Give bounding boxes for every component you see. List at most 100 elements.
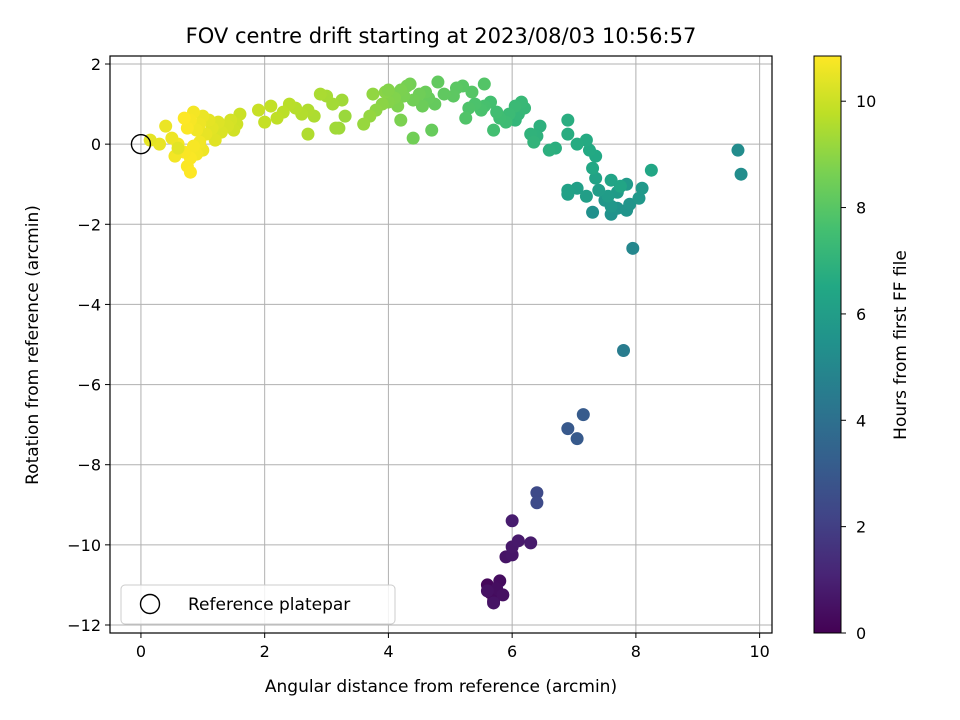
y-tick-label: 0 [91, 135, 101, 154]
data-point [415, 99, 429, 113]
data-point [329, 121, 343, 135]
data-point [480, 584, 494, 598]
data-point [338, 109, 352, 123]
x-tick-label: 8 [631, 642, 641, 661]
colorbar-tick-label: 2 [856, 518, 866, 537]
x-tick-label: 10 [749, 642, 769, 661]
data-point [601, 189, 615, 203]
colorbar-label: Hours from first FF file [891, 250, 911, 440]
data-point [561, 127, 575, 141]
x-tick-label: 6 [507, 642, 517, 661]
data-point [381, 83, 395, 97]
y-tick-label: 2 [91, 55, 101, 74]
data-point [561, 183, 575, 197]
data-point [490, 105, 504, 119]
data-point [431, 75, 445, 89]
x-tick-label: 2 [260, 642, 270, 661]
y-tick-label: −10 [67, 536, 101, 555]
data-point [180, 121, 194, 135]
legend-marker-reference [139, 593, 161, 615]
data-point [366, 87, 380, 101]
data-point [233, 107, 247, 121]
data-point [425, 123, 439, 137]
data-point [459, 111, 473, 125]
colorbar-tick-label: 0 [856, 624, 866, 643]
data-point [505, 514, 519, 528]
data-point [586, 161, 600, 175]
reference-platepar-point [130, 133, 152, 155]
legend-entry-reference: Reference platepar [188, 595, 350, 615]
data-point [437, 87, 451, 101]
data-point [579, 189, 593, 203]
data-point [561, 113, 575, 127]
data-point [177, 111, 191, 125]
data-point [465, 85, 479, 99]
data-point [592, 183, 606, 197]
data-point [183, 165, 197, 179]
y-axis-label: Rotation from reference (arcmin) [23, 205, 43, 485]
x-tick-label: 4 [383, 642, 393, 661]
data-point [487, 123, 501, 137]
data-point [613, 179, 627, 193]
colorbar-gradient [813, 55, 842, 634]
x-axis-label: Angular distance from reference (arcmin) [265, 677, 617, 697]
reference-marker [130, 133, 152, 155]
data-point [530, 496, 544, 510]
data-point [604, 173, 618, 187]
data-point [570, 137, 584, 151]
colorbar-tick-label: 6 [856, 305, 866, 324]
data-point [524, 536, 538, 550]
data-point [251, 103, 265, 117]
data-point [511, 534, 525, 548]
chart-title: FOV centre drift starting at 2023/08/03 … [186, 24, 697, 48]
data-point [604, 199, 618, 213]
y-tick-label: −2 [77, 215, 101, 234]
colorbar-tick-label: 8 [856, 199, 866, 218]
data-point [582, 143, 596, 157]
data-point [586, 205, 600, 219]
data-point [617, 344, 631, 358]
legend: Reference platepar [120, 584, 396, 625]
data-point [159, 119, 173, 133]
colorbar-tick-label: 10 [856, 92, 876, 111]
colorbar-ticks: 0 2 4 6 8 10 [841, 92, 876, 643]
data-point [589, 171, 603, 185]
data-point [635, 181, 649, 195]
legend-box [120, 584, 396, 625]
plot-frame [109, 55, 773, 634]
data-point [530, 486, 544, 500]
data-point [477, 77, 491, 91]
data-point [623, 197, 637, 211]
data-point [264, 99, 278, 113]
y-tick-label: −4 [77, 295, 101, 314]
y-tick-label: −12 [67, 616, 101, 635]
y-tick-label: −6 [77, 376, 101, 395]
y-axis-ticks: 2 0 −2 −4 −6 −8 −10 −12 [67, 55, 110, 635]
data-point [632, 191, 646, 205]
data-point [487, 596, 501, 610]
data-point [576, 408, 590, 422]
data-point [301, 127, 315, 141]
data-point [527, 135, 541, 149]
data-point [734, 167, 748, 181]
x-tick-label: 0 [136, 642, 146, 661]
data-point [626, 241, 640, 255]
grid-lines [110, 56, 772, 633]
x-axis-ticks: 0 2 4 6 8 10 [136, 633, 770, 661]
data-point [187, 139, 201, 153]
data-point [533, 119, 547, 133]
data-point [394, 113, 408, 127]
data-point [165, 131, 179, 145]
data-point [561, 422, 575, 436]
data-point [258, 115, 272, 129]
data-point [644, 163, 658, 177]
data-point [462, 101, 476, 115]
data-point [542, 143, 556, 157]
colorbar-tick-label: 4 [856, 411, 866, 430]
data-points [143, 75, 748, 610]
data-point [270, 111, 284, 125]
data-point [313, 87, 327, 101]
y-tick-label: −8 [77, 456, 101, 475]
colorbar: 0 2 4 6 8 10 Hours from first FF file [813, 55, 911, 643]
